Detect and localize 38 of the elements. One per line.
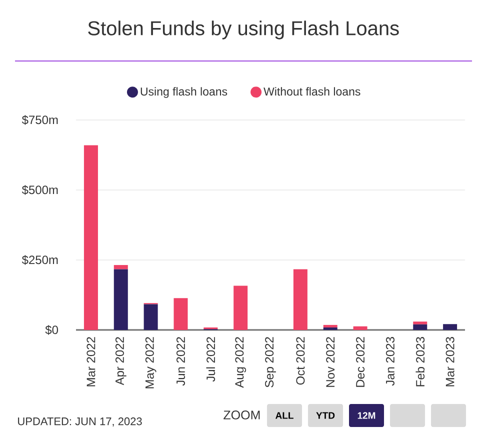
text: ALL <box>276 412 294 419</box>
bar <box>413 324 428 330</box>
x-tick-label: Aug 2022 <box>235 337 246 388</box>
x-tick-label: Jul 2022 <box>206 337 216 382</box>
text: UPDATED: JUN 17, 2023 <box>18 417 142 427</box>
bar <box>413 322 428 324</box>
bar <box>234 286 248 330</box>
bar <box>353 326 368 330</box>
chart-title: Stolen Funds by using Flash Loans <box>88 20 399 40</box>
bar <box>293 269 308 330</box>
x-tick-label: Dec 2022 <box>356 337 365 387</box>
y-tick-label: $0 <box>45 325 58 335</box>
bar <box>114 269 128 330</box>
bar <box>443 324 458 330</box>
bar <box>174 298 188 330</box>
x-tick-label: Nov 2022 <box>326 337 335 387</box>
text: 12M <box>358 412 376 419</box>
legend-label: Without flash loans <box>264 87 360 96</box>
x-tick-label: Apr 2022 <box>115 337 126 386</box>
y-tick-label: $500m <box>22 185 58 195</box>
bar <box>114 265 128 270</box>
bar <box>144 304 158 330</box>
x-tick-label: Oct 2022 <box>296 337 305 385</box>
x-tick-label: Jan 2023 <box>386 337 394 386</box>
y-tick-label: $750m <box>22 115 58 125</box>
x-tick-label: May 2022 <box>145 337 156 388</box>
legend-label: Using flash loans <box>140 87 228 98</box>
bar <box>323 324 338 328</box>
x-tick-label: Mar 2023 <box>446 337 454 386</box>
x-tick-label: Jun 2022 <box>176 337 185 386</box>
bar <box>323 327 338 330</box>
y-tick-label: $250m <box>22 255 58 265</box>
x-tick-label: Feb 2023 <box>416 337 425 386</box>
text: YTD <box>316 412 335 419</box>
text: ZOOM <box>224 410 260 420</box>
x-tick-label: Mar 2022 <box>86 337 96 386</box>
x-tick-label: Sep 2022 <box>265 337 276 388</box>
bar <box>84 145 98 330</box>
